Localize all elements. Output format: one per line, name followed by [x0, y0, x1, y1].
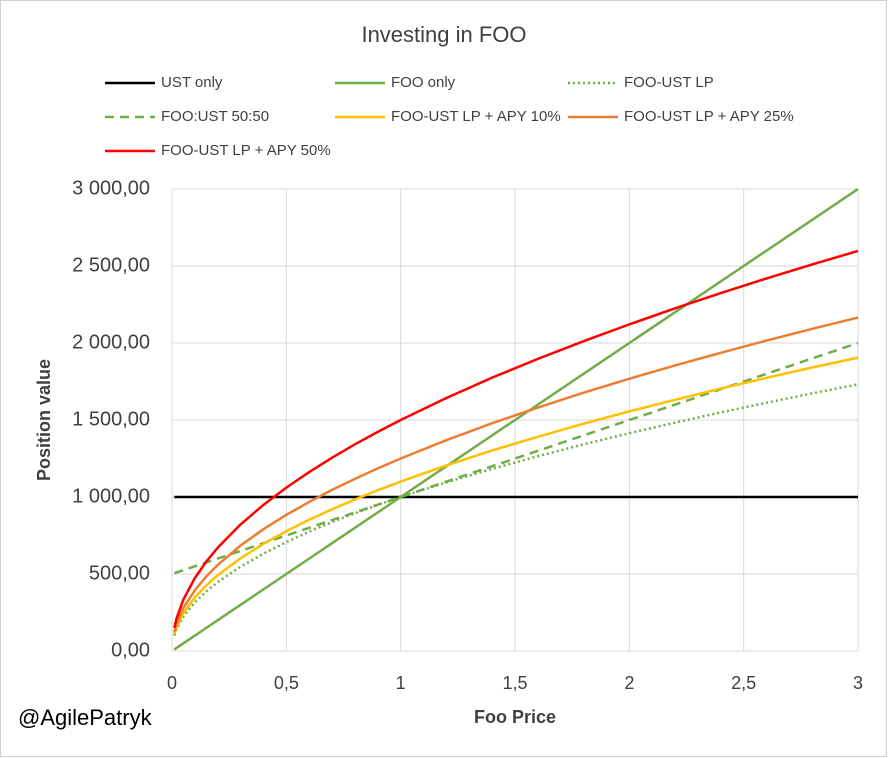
y-tick-label: 2 000,00 — [72, 331, 150, 353]
y-tick-label: 2 500,00 — [72, 254, 150, 276]
legend-label: FOO only — [391, 74, 456, 91]
watermark: @AgilePatryk — [18, 705, 153, 730]
series-line — [173, 316, 859, 633]
x-tick-label: 2 — [624, 673, 634, 693]
x-tick-label: 2,5 — [731, 673, 756, 693]
x-tick-label: 3 — [853, 673, 863, 693]
y-axis-title: Position value — [34, 359, 54, 481]
legend-label: UST only — [161, 74, 223, 91]
legend-label: FOO-UST LP + APY 25% — [624, 108, 794, 125]
x-tick-label: 1,5 — [502, 673, 527, 693]
y-tick-label: 500,00 — [89, 562, 150, 584]
x-tick-label: 0,5 — [274, 673, 299, 693]
legend-label: FOO:UST 50:50 — [161, 108, 269, 125]
series-line — [173, 356, 859, 635]
x-axis-title: Foo Price — [474, 707, 556, 727]
legend-label: FOO-UST LP + APY 10% — [391, 108, 561, 125]
y-tick-label: 3 000,00 — [72, 177, 150, 199]
legend-label: FOO-UST LP + APY 50% — [161, 142, 331, 159]
x-tick-label: 0 — [167, 673, 177, 693]
chart-title: Investing in FOO — [361, 22, 526, 47]
y-tick-label: 0,00 — [111, 639, 150, 661]
x-tick-label: 1 — [396, 673, 406, 693]
y-tick-label: 1 500,00 — [72, 408, 150, 430]
legend-label: FOO-UST LP — [624, 74, 714, 91]
y-tick-label: 1 000,00 — [72, 485, 150, 507]
series-line — [173, 249, 859, 629]
